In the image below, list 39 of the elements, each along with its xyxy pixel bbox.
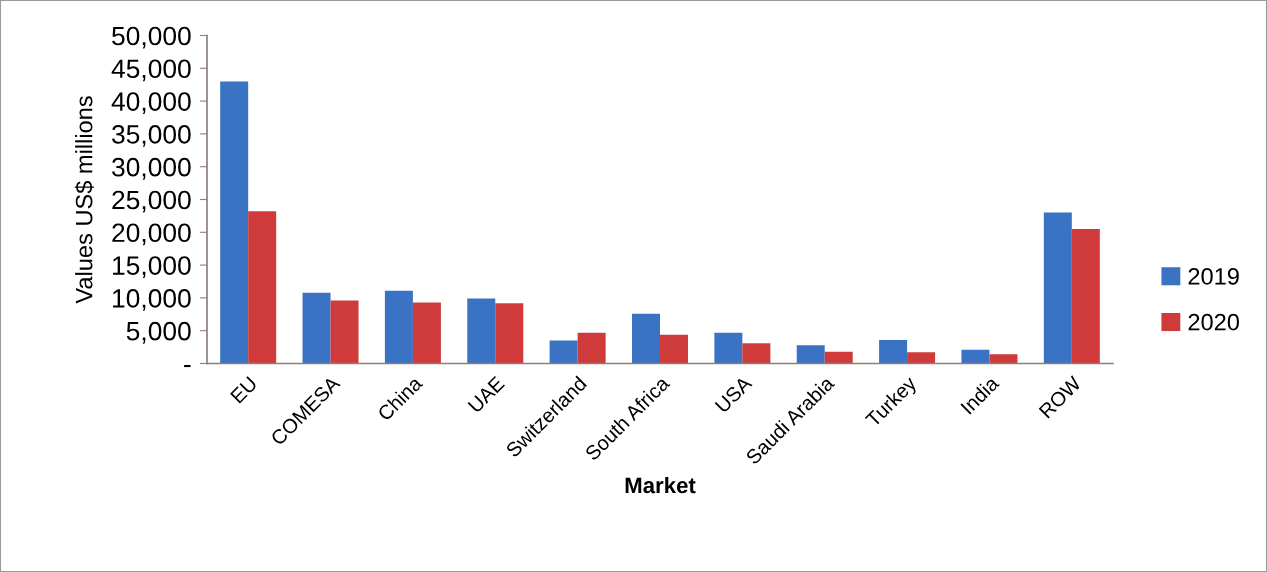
bar: [1043, 212, 1072, 364]
bar: [879, 339, 908, 364]
bar: [824, 351, 853, 364]
bar: [330, 300, 359, 364]
bar: [549, 340, 578, 364]
bar: [632, 313, 660, 364]
bar: [220, 81, 249, 364]
bar: [714, 332, 743, 364]
y-tick-label: 5,000: [126, 321, 191, 344]
y-axis-title: Values US$ millions: [74, 96, 94, 304]
x-tick-label: EU: [230, 376, 258, 404]
bar: [907, 352, 936, 364]
x-axis-title: Market: [625, 476, 696, 494]
y-tick-label: 10,000: [113, 289, 191, 311]
x-tick-label: USA: [714, 375, 753, 414]
y-tick-label: 35,000: [112, 125, 191, 147]
y-tick-label: 25,000: [112, 190, 191, 213]
y-tick-label: 30,000: [112, 157, 191, 180]
legend-label: 2019: [1188, 267, 1239, 285]
bar: [660, 334, 688, 364]
bar: [1071, 229, 1100, 364]
bar: [961, 349, 990, 364]
bar: [989, 354, 1018, 364]
bar: [384, 290, 413, 364]
bar: [796, 345, 825, 364]
bar: [577, 332, 606, 364]
y-tick-label: 15,000: [113, 256, 191, 279]
y-tick-label: 40,000: [111, 92, 191, 115]
bar: [248, 211, 277, 364]
bar: [412, 302, 441, 364]
bar: [495, 303, 524, 364]
y-tick-label: -: [184, 365, 191, 368]
bar: [467, 298, 496, 364]
y-tick-label: 20,000: [112, 223, 191, 246]
y-tick-label: 50,000: [112, 26, 191, 49]
y-tick-label: 45,000: [111, 59, 191, 82]
legend-label: 2020: [1188, 313, 1239, 331]
bar: [302, 292, 331, 364]
bar: [742, 343, 771, 364]
